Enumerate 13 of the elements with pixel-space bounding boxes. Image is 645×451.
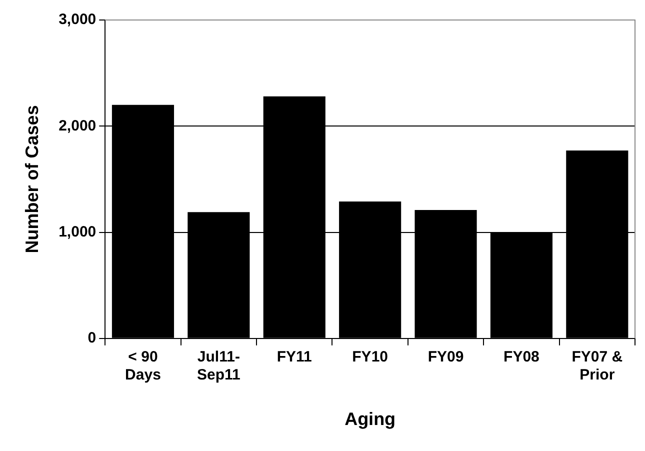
y-tick-label: 1,000 <box>58 223 96 240</box>
x-tick-label: < 90 Days <box>125 348 161 384</box>
x-tick-label: FY10 <box>352 348 388 366</box>
y-tick-label: 2,000 <box>58 117 96 134</box>
x-tick-label: FY09 <box>428 348 464 366</box>
x-tick-label: FY08 <box>504 348 540 366</box>
x-tick-label: FY07 & Prior <box>572 348 623 384</box>
y-tick-label: 0 <box>88 330 96 347</box>
x-axis-title: Aging <box>344 409 396 430</box>
y-tick-label: 3,000 <box>58 11 96 28</box>
x-tick-label: Jul11- Sep11 <box>196 348 240 384</box>
y-axis-title: Number of Cases <box>22 105 42 254</box>
x-tick-label: FY11 <box>276 348 312 366</box>
